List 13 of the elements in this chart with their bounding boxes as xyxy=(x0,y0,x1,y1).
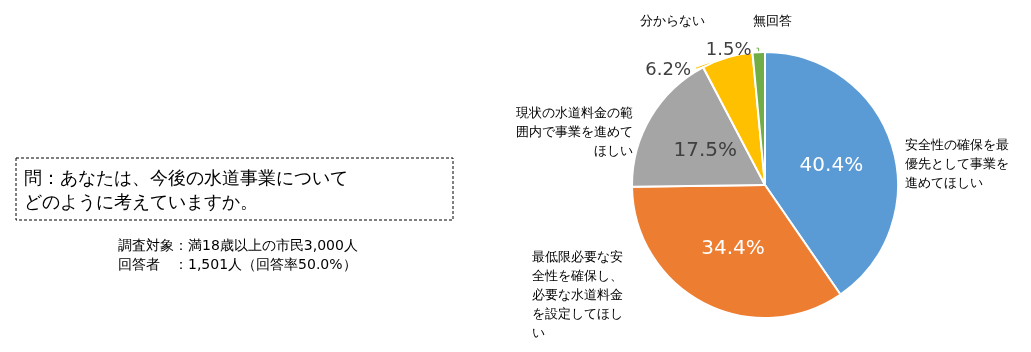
data-label: 34.4% xyxy=(701,234,765,259)
slice-label: 現状の水道料金の範囲内で事業を進めてほしい xyxy=(515,105,633,159)
text: 回答者 ：1,501人（回答率50.0%） xyxy=(118,256,357,272)
text: 調査対象：満18歳以上の市民3,000人 xyxy=(118,237,358,253)
slice-label: 分からない xyxy=(639,12,705,28)
slice-label: 最低限必要な安全性を確保し、必要な水道料金を設定してほしい xyxy=(532,249,623,340)
data-label: 1.5% xyxy=(705,37,752,59)
data-label: 17.5% xyxy=(673,137,738,162)
data-label: 6.2% xyxy=(645,57,692,79)
slice-label: 無回答 xyxy=(752,12,792,28)
data-label: 40.4% xyxy=(799,152,864,177)
slice-label: 安全性の確保を最優先として事業を進めてほしい xyxy=(905,136,1010,190)
text: 問：あなたは、今後の水道事業についてどのように考えていますか。 xyxy=(24,166,348,212)
